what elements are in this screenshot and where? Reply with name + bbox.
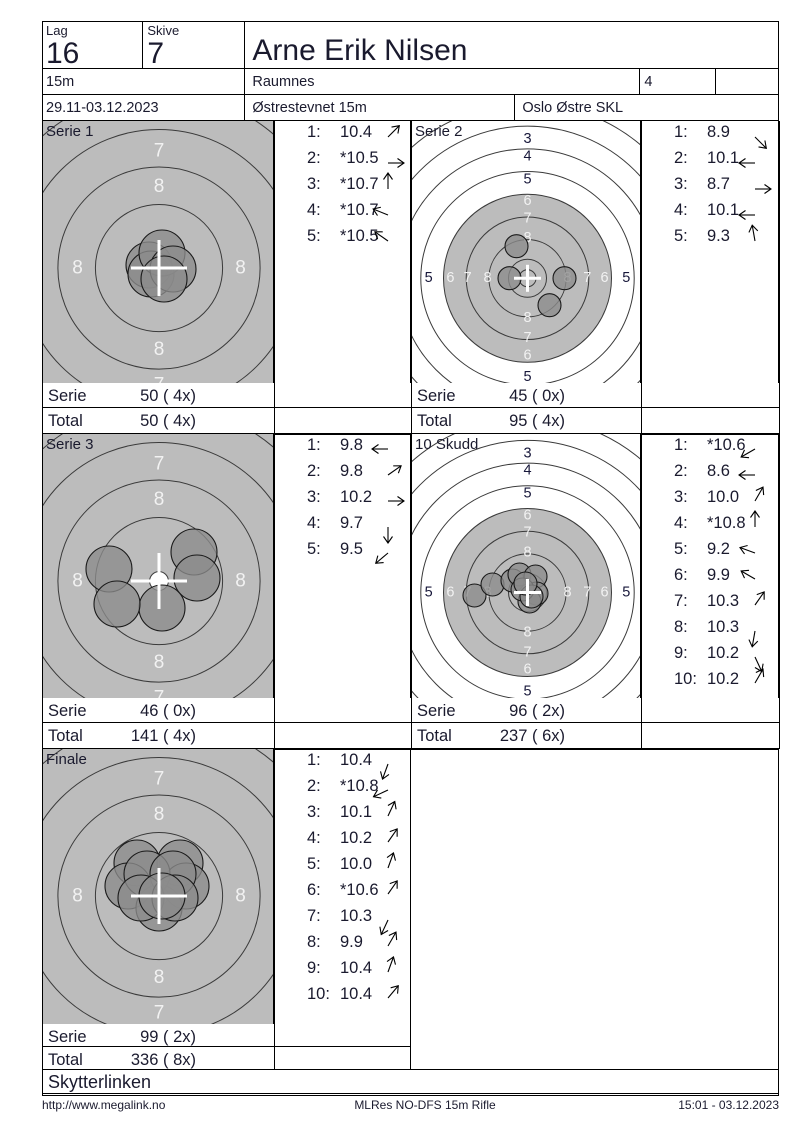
svg-text:6: 6 [154, 121, 165, 122]
svg-text:5: 5 [523, 683, 531, 697]
svg-text:7: 7 [523, 211, 531, 227]
svg-text:6: 6 [446, 584, 454, 600]
svg-text:8: 8 [483, 270, 491, 286]
svg-text:7: 7 [154, 687, 165, 697]
svg-text:8: 8 [523, 310, 531, 326]
svg-text:3: 3 [523, 131, 531, 147]
svg-text:6: 6 [601, 584, 609, 600]
svg-text:5: 5 [523, 172, 531, 188]
svg-text:4: 4 [523, 462, 531, 478]
svg-text:8: 8 [154, 489, 165, 510]
svg-text:6: 6 [154, 749, 165, 750]
svg-text:8: 8 [154, 176, 165, 197]
svg-text:7: 7 [154, 453, 165, 474]
svg-text:8: 8 [72, 570, 83, 591]
svg-text:8: 8 [523, 624, 531, 640]
svg-text:7: 7 [464, 270, 472, 286]
svg-text:8: 8 [523, 544, 531, 560]
svg-text:8: 8 [235, 258, 246, 279]
svg-text:6: 6 [523, 507, 531, 523]
svg-text:8: 8 [154, 804, 165, 825]
svg-text:8: 8 [235, 570, 246, 591]
svg-text:7: 7 [583, 584, 591, 600]
svg-text:5: 5 [523, 369, 531, 382]
svg-text:7: 7 [523, 330, 531, 346]
svg-text:6: 6 [523, 193, 531, 209]
svg-text:3: 3 [523, 445, 531, 461]
svg-text:5: 5 [523, 485, 531, 501]
svg-text:8: 8 [154, 652, 165, 673]
svg-text:7: 7 [154, 1002, 165, 1023]
svg-text:5: 5 [425, 584, 433, 600]
svg-text:7: 7 [583, 270, 591, 286]
svg-text:8: 8 [235, 885, 246, 906]
svg-text:5: 5 [622, 584, 630, 600]
svg-text:8: 8 [154, 967, 165, 988]
svg-text:4: 4 [523, 149, 531, 165]
svg-text:6: 6 [154, 434, 165, 435]
svg-text:6: 6 [523, 661, 531, 677]
svg-text:6: 6 [446, 270, 454, 286]
svg-text:7: 7 [523, 524, 531, 540]
svg-text:7: 7 [154, 141, 165, 162]
svg-text:8: 8 [563, 584, 571, 600]
svg-text:5: 5 [425, 270, 433, 286]
svg-text:7: 7 [154, 768, 165, 789]
svg-text:6: 6 [523, 348, 531, 364]
svg-text:6: 6 [601, 270, 609, 286]
svg-text:8: 8 [72, 258, 83, 279]
svg-text:5: 5 [622, 270, 630, 286]
svg-text:7: 7 [154, 375, 165, 383]
svg-text:7: 7 [523, 644, 531, 660]
svg-text:8: 8 [72, 885, 83, 906]
svg-text:8: 8 [154, 339, 165, 360]
